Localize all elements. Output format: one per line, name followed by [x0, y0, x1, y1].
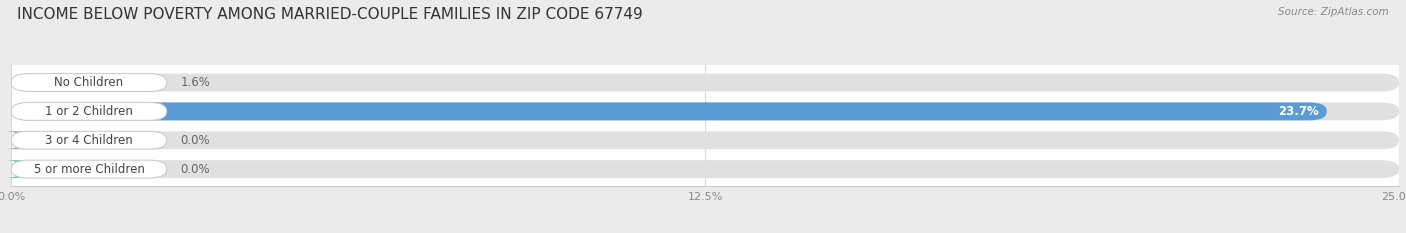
Text: 23.7%: 23.7%	[1278, 105, 1319, 118]
Text: INCOME BELOW POVERTY AMONG MARRIED-COUPLE FAMILIES IN ZIP CODE 67749: INCOME BELOW POVERTY AMONG MARRIED-COUPL…	[17, 7, 643, 22]
Text: 1.6%: 1.6%	[180, 76, 211, 89]
Text: 0.0%: 0.0%	[180, 134, 209, 147]
FancyBboxPatch shape	[11, 160, 167, 178]
FancyBboxPatch shape	[4, 131, 28, 149]
FancyBboxPatch shape	[11, 103, 1327, 120]
FancyBboxPatch shape	[11, 131, 1399, 149]
FancyBboxPatch shape	[11, 103, 1399, 120]
FancyBboxPatch shape	[11, 74, 100, 92]
FancyBboxPatch shape	[11, 103, 167, 120]
Text: No Children: No Children	[55, 76, 124, 89]
Text: 3 or 4 Children: 3 or 4 Children	[45, 134, 132, 147]
FancyBboxPatch shape	[11, 74, 167, 92]
Text: Source: ZipAtlas.com: Source: ZipAtlas.com	[1278, 7, 1389, 17]
Text: 0.0%: 0.0%	[180, 163, 209, 176]
FancyBboxPatch shape	[11, 160, 1399, 178]
FancyBboxPatch shape	[11, 131, 167, 149]
FancyBboxPatch shape	[11, 74, 1399, 92]
Text: 1 or 2 Children: 1 or 2 Children	[45, 105, 134, 118]
FancyBboxPatch shape	[4, 160, 28, 178]
Text: 5 or more Children: 5 or more Children	[34, 163, 145, 176]
